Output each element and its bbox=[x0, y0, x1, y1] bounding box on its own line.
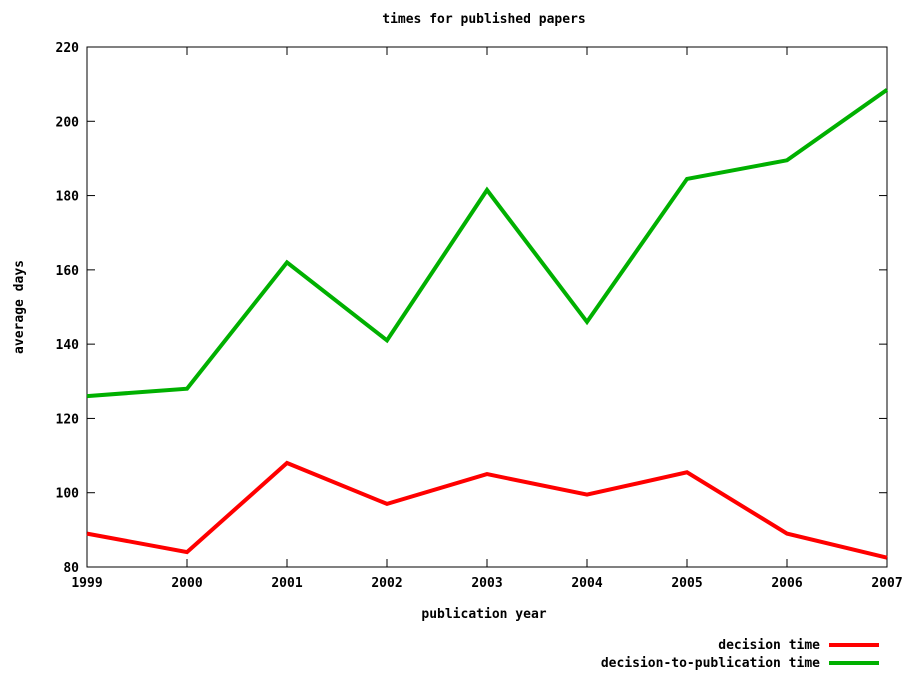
y-axis-ticks: 80 100 120 140 160 180 200 220 bbox=[56, 41, 887, 576]
x-tick-label: 2006 bbox=[771, 576, 802, 591]
y-tick-label: 220 bbox=[56, 41, 80, 56]
x-tick-label: 2001 bbox=[271, 576, 302, 591]
x-axis-label: publication year bbox=[421, 607, 546, 622]
legend-label-decision-time: decision time bbox=[718, 638, 820, 653]
series-line-decision-time bbox=[86, 460, 888, 560]
y-tick-label: 80 bbox=[63, 561, 79, 576]
series-lines bbox=[86, 88, 889, 560]
plot-frame bbox=[86, 46, 888, 568]
x-tick-label: 2005 bbox=[671, 576, 702, 591]
x-tick-label: 2007 bbox=[871, 576, 902, 591]
x-axis-ticks: 1999 2000 2001 2002 2003 2004 2005 2006 2007 bbox=[71, 47, 903, 591]
y-tick-label: 100 bbox=[56, 487, 80, 502]
legend: decision time decision-to-publication ti… bbox=[601, 638, 879, 671]
y-tick-label: 180 bbox=[56, 190, 80, 205]
x-tick-label: 2002 bbox=[371, 576, 402, 591]
x-tick-label: 1999 bbox=[71, 576, 102, 591]
y-tick-label: 120 bbox=[56, 412, 80, 427]
x-tick-label: 2003 bbox=[471, 576, 502, 591]
y-tick-label: 160 bbox=[56, 264, 80, 279]
y-tick-label: 140 bbox=[56, 338, 80, 353]
y-tick-label: 200 bbox=[56, 115, 80, 130]
legend-label-decision-to-publication-time: decision-to-publication time bbox=[601, 656, 820, 671]
x-tick-label: 2004 bbox=[571, 576, 602, 591]
chart-title: times for published papers bbox=[382, 12, 586, 27]
series-line-decision-to-publication-time bbox=[86, 88, 889, 399]
x-tick-label: 2000 bbox=[171, 576, 202, 591]
y-axis-label: average days bbox=[12, 260, 27, 354]
